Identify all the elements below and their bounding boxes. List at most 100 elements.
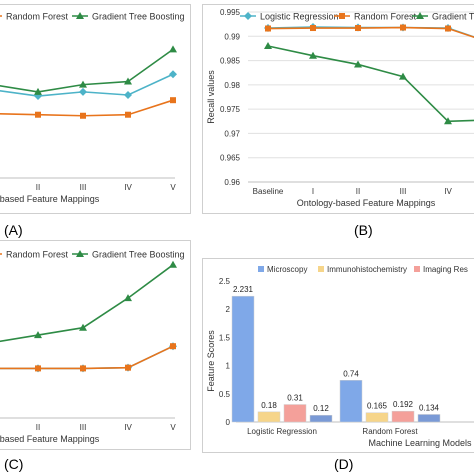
chart-c-x-tick-label: III bbox=[80, 423, 87, 432]
chart-b-y-tick-label: 0.98 bbox=[224, 81, 240, 90]
chart-b-y-axis-label: Recall values bbox=[206, 70, 216, 124]
chart-a-series-line bbox=[0, 48, 174, 93]
chart-b-data-point bbox=[400, 24, 406, 31]
chart-c-data-point bbox=[170, 343, 176, 350]
chart-a-data-point bbox=[125, 111, 131, 118]
chart-b-y-tick-label: 0.99 bbox=[224, 32, 240, 41]
chart-d-y-tick-label: 0 bbox=[226, 418, 231, 427]
chart-a-data-point bbox=[79, 87, 87, 96]
chart-c-series-line bbox=[0, 264, 174, 343]
chart-b-y-tick-label: 0.975 bbox=[220, 105, 241, 114]
chart-c-data-point bbox=[79, 323, 87, 331]
chart-a-data-point bbox=[34, 87, 42, 95]
chart-a-data-point bbox=[79, 80, 87, 88]
chart-b-legend-marker bbox=[339, 13, 345, 19]
chart-b-series-line bbox=[267, 26, 474, 38]
chart-c-x-tick-label: II bbox=[36, 423, 40, 432]
chart-d-y-axis-label: Feature Scores bbox=[206, 330, 216, 392]
chart-d-data-label: 0.74 bbox=[343, 369, 359, 378]
chart-b-y-tick-label: 0.96 bbox=[224, 178, 240, 187]
chart-b-x-axis-label: Ontology-based Feature Mappings bbox=[297, 198, 436, 208]
chart-d-legend-label: Immunohistochemistry bbox=[327, 265, 407, 274]
chart-d-legend-label: Microscopy bbox=[267, 265, 307, 274]
chart-d-data-label: 0.192 bbox=[393, 400, 414, 409]
chart-a-x-tick-label: II bbox=[36, 183, 40, 192]
chart-a-series-line bbox=[0, 99, 174, 117]
chart-a-legend-label: Gradient Tree Boosting bbox=[92, 12, 185, 22]
chart-b-series-line bbox=[267, 45, 474, 123]
chart-c-data-point bbox=[169, 260, 177, 268]
panel-label-b: (B) bbox=[354, 222, 373, 238]
chart-c-data-point bbox=[124, 294, 132, 302]
chart-b-x-tick-label: IV bbox=[444, 187, 452, 196]
chart-d-data-label: 0.12 bbox=[313, 404, 329, 413]
chart-a-data-point bbox=[80, 112, 86, 119]
chart-a-x-tick-label: III bbox=[80, 183, 87, 192]
chart-c-legend-label: Random Forest bbox=[6, 250, 69, 260]
chart-d-svg: 0 0.5 1 1.5 2 2.5 Feature Scores 2.231 0.18 0.31 0… bbox=[206, 265, 474, 448]
panel-label-c: (C) bbox=[4, 456, 24, 472]
panel-label-d: (D) bbox=[334, 456, 354, 472]
chart-d-legend-label: Imaging Res bbox=[423, 265, 468, 274]
chart-b-data-point bbox=[265, 25, 271, 32]
chart-b-x-tick-label: Baseline bbox=[253, 187, 284, 196]
chart-d-legend-swatch bbox=[258, 266, 264, 272]
chart-a-legend-label: Random Forest bbox=[6, 12, 69, 22]
chart-panel-a: IIIIIIVVOntology-based Feature MappingsR… bbox=[0, 0, 195, 215]
chart-b-legend-label: Random Forest bbox=[354, 12, 417, 22]
chart-b-y-tick-label: 0.985 bbox=[220, 57, 241, 66]
chart-a-legend-marker bbox=[76, 12, 84, 19]
chart-d-y-tick-label: 1 bbox=[226, 362, 231, 371]
chart-d-y-tick-label: 0.5 bbox=[219, 390, 231, 399]
chart-b-legend-label: Gradient Tree Boosting bbox=[432, 12, 474, 22]
chart-a-data-point bbox=[35, 111, 41, 118]
chart-b-x-tick-label: I bbox=[312, 187, 314, 196]
chart-b-data-point bbox=[445, 25, 451, 32]
chart-c-series-line bbox=[0, 345, 174, 370]
chart-d-bar bbox=[391, 410, 415, 423]
chart-d-data-label: 2.231 bbox=[233, 285, 254, 294]
chart-d-legend-swatch bbox=[414, 266, 420, 272]
chart-d-bar bbox=[365, 412, 389, 423]
chart-c-data-point bbox=[125, 364, 131, 371]
chart-b-data-point bbox=[354, 60, 362, 68]
chart-c-data-point bbox=[80, 365, 86, 372]
chart-c-svg: IIIIIIVVOntology-based Feature MappingsR… bbox=[0, 250, 185, 444]
chart-b-data-point bbox=[310, 25, 316, 32]
chart-d-x-tick-label: Random Forest bbox=[362, 427, 418, 436]
chart-b-y-tick-label: 0.965 bbox=[220, 154, 241, 163]
chart-c-x-axis-label: Ontology-based Feature Mappings bbox=[0, 434, 100, 444]
chart-b-data-point bbox=[444, 117, 452, 125]
chart-d-data-label: 0.31 bbox=[287, 394, 303, 403]
chart-d-legend-swatch bbox=[318, 266, 324, 272]
chart-b-y-tick-label: 0.97 bbox=[224, 129, 240, 138]
chart-d-y-tick-label: 1.5 bbox=[219, 333, 231, 342]
chart-c-x-tick-label: V bbox=[170, 423, 176, 432]
chart-b-y-tick-label: 0.995 bbox=[220, 8, 241, 17]
chart-b-svg: 0.96 0.965 0.97 0.975 0.98 0.985 0.99 0.995 Reca… bbox=[206, 8, 474, 208]
chart-frame-c bbox=[0, 240, 191, 450]
chart-d-x-tick-label: Logistic Regression bbox=[247, 427, 317, 436]
chart-c-x-tick-label: IV bbox=[124, 423, 132, 432]
chart-b-legend-marker bbox=[416, 12, 424, 19]
chart-b-data-point bbox=[264, 42, 272, 49]
chart-a-x-tick-label: V bbox=[170, 183, 176, 192]
chart-d-bar bbox=[257, 411, 281, 423]
chart-a-data-point bbox=[124, 91, 132, 99]
chart-panel-d: 0 0.5 1 1.5 2 2.5 Feature Scores 2.231 0.18 0.31 0… bbox=[200, 256, 474, 456]
chart-b-data-point bbox=[309, 51, 317, 59]
chart-b-x-tick-label: II bbox=[356, 187, 360, 196]
chart-d-bar bbox=[417, 414, 441, 423]
chart-a-x-tick-label: IV bbox=[124, 183, 132, 192]
chart-a-series-line bbox=[0, 73, 174, 97]
chart-c-data-point bbox=[35, 365, 41, 372]
chart-d-bar bbox=[309, 414, 333, 423]
chart-b-series-line bbox=[267, 26, 474, 39]
chart-d-bar bbox=[339, 380, 363, 423]
chart-a-data-point bbox=[170, 97, 176, 104]
chart-a-data-point bbox=[169, 45, 177, 53]
chart-b-x-tick-label: III bbox=[400, 187, 407, 196]
chart-a-data-point bbox=[124, 77, 132, 85]
chart-d-data-label: 0.165 bbox=[367, 402, 388, 411]
chart-d-bar bbox=[231, 295, 255, 423]
